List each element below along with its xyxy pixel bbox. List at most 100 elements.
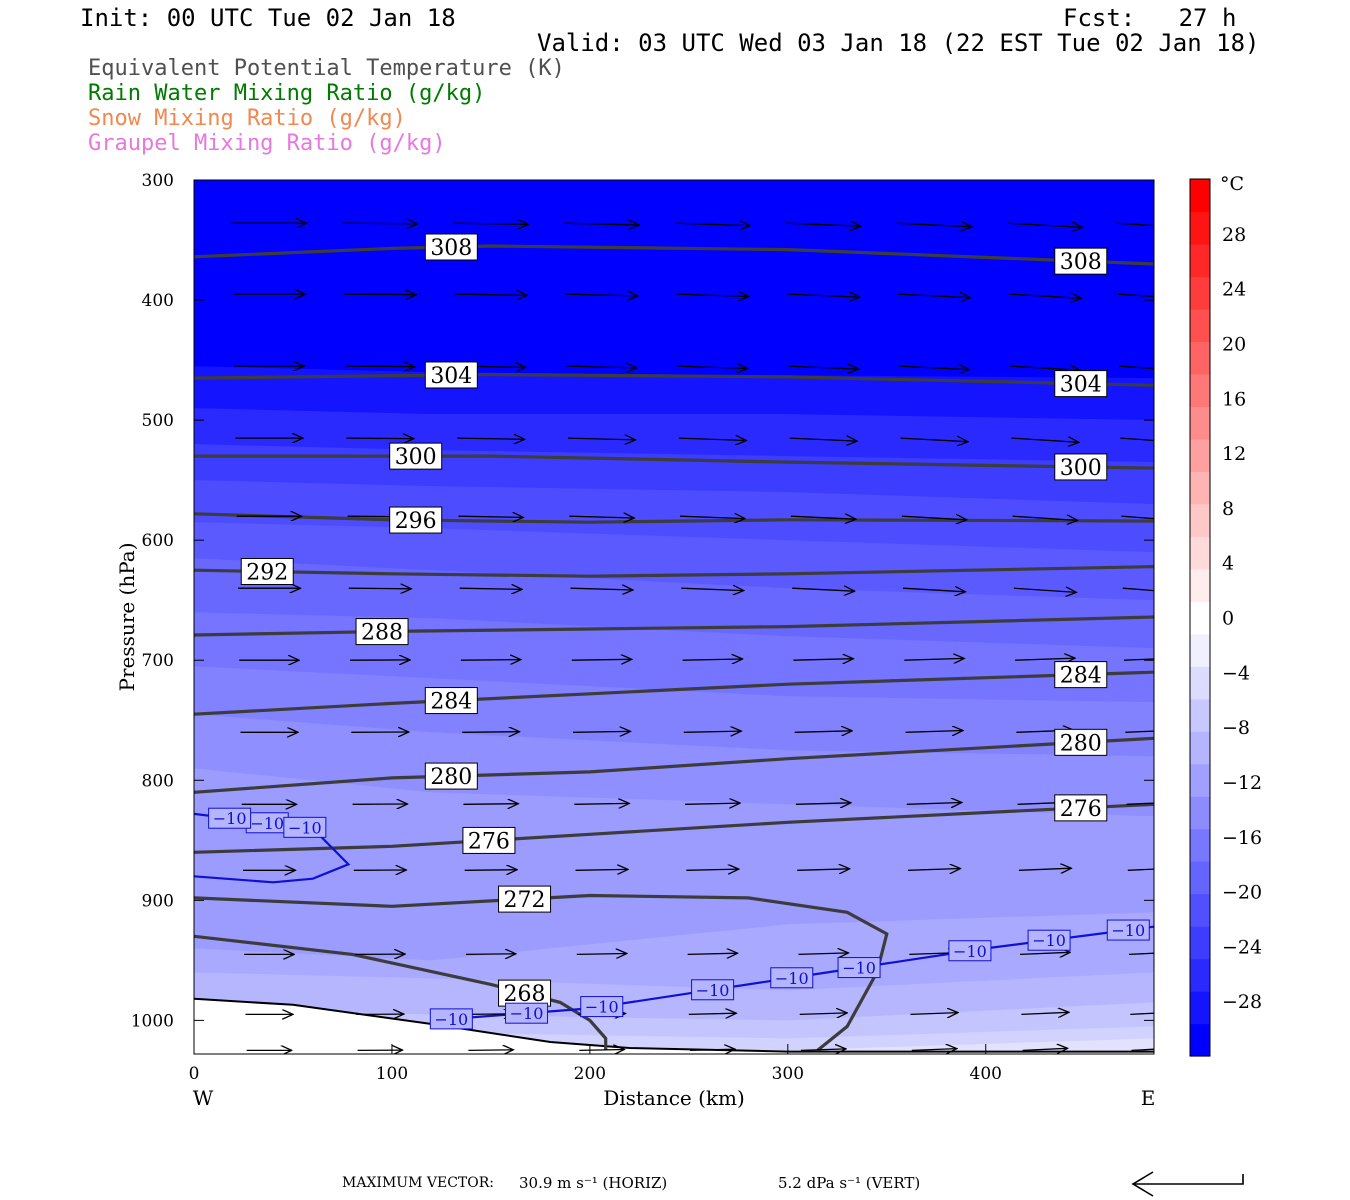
temperature-contour-label: −10 — [245, 812, 289, 834]
circulation-vector — [1010, 366, 1080, 370]
circulation-vector — [790, 516, 856, 519]
colorbar-cell — [1190, 568, 1210, 602]
legend-graupel: Graupel Mixing Ratio (g/kg) — [88, 131, 446, 156]
x-tick-label: 300 — [772, 1064, 804, 1084]
circulation-vector — [1012, 516, 1078, 520]
y-tick-label: 400 — [142, 291, 174, 311]
temperature-contour-label: −10 — [283, 816, 327, 838]
temperature-label-text: −10 — [696, 981, 730, 1000]
colorbar-cell — [1190, 958, 1210, 992]
colorbar-cell — [1190, 991, 1210, 1025]
max-vector-vert: 5.2 dPa s⁻¹ (VERT) — [778, 1174, 921, 1192]
circulation-vector — [572, 731, 631, 732]
circulation-vector — [579, 1050, 624, 1051]
theta-e-contour-label: 268 — [498, 979, 552, 1007]
theta-e-label-text: 284 — [1060, 664, 1102, 689]
temperature-contour-label: −10 — [948, 940, 992, 962]
theta-e-label-text: 288 — [361, 621, 403, 646]
theta-e-contour — [194, 372, 1154, 387]
colorbar-tick-label: −16 — [1222, 827, 1262, 849]
theta-e-contour — [194, 565, 1154, 578]
circulation-vector — [1021, 1012, 1069, 1014]
theta-e-contour-label: 276 — [462, 826, 516, 854]
circulation-vector — [1116, 222, 1154, 227]
theta-e-contour — [194, 615, 1154, 637]
y-tick-label: 500 — [142, 411, 174, 431]
colorbar-cell — [1190, 373, 1210, 407]
circulation-vector — [687, 953, 738, 954]
theta-e-label-text: 276 — [468, 829, 510, 854]
theta-e-contour — [194, 893, 889, 1052]
circulation-vector — [1127, 868, 1154, 871]
colorbar-tick-label: 16 — [1222, 388, 1246, 410]
max-vector-horiz: 30.9 m s⁻¹ (HORIZ) — [519, 1174, 668, 1192]
temperature-label-text: −10 — [1032, 931, 1066, 950]
theta-e-label-text: 276 — [1060, 797, 1102, 822]
theta-e-contour — [194, 934, 608, 1051]
colorbar-frame — [1189, 178, 1211, 1057]
colorbar-tick-label: 28 — [1222, 224, 1246, 246]
circulation-vector — [900, 438, 969, 442]
theta-e-contour — [194, 244, 1154, 266]
theta-e-contour-label: 304 — [424, 361, 478, 389]
temperature-contour-label: −10 — [837, 957, 881, 979]
temperature-label-text: −10 — [585, 998, 619, 1017]
colorbar-cell — [1190, 698, 1210, 732]
circulation-vector — [905, 731, 964, 733]
circulation-vector — [896, 223, 972, 227]
temperature-label-text: −10 — [953, 942, 987, 961]
temperature-label-text: −10 — [1111, 921, 1145, 940]
circulation-vector — [566, 366, 637, 368]
theta-e-contour-label: 308 — [424, 233, 478, 261]
circulation-vector — [904, 658, 964, 660]
circulation-vector — [571, 659, 632, 660]
circulation-vector — [690, 1049, 735, 1050]
circulation-vector — [680, 516, 745, 518]
circulation-vector — [463, 804, 518, 805]
x-tick-label: 0 — [189, 1064, 200, 1084]
theta-e-contour-label: 292 — [240, 558, 294, 586]
circulation-vector — [1022, 1048, 1068, 1050]
colorbar-cell — [1190, 308, 1210, 342]
circulation-vector — [785, 223, 861, 226]
legend-theta-e: Equivalent Potential Temperature (K) — [88, 56, 565, 81]
circulation-vector — [794, 731, 853, 733]
theta-e-contour — [194, 454, 1154, 470]
theta-e-label-text: 284 — [430, 690, 472, 715]
temperature-contour-label: −10 — [1027, 929, 1071, 951]
colorbar-unit: °C — [1220, 173, 1244, 195]
theta-e-label-text: 280 — [1060, 731, 1102, 756]
circulation-vector — [897, 294, 971, 298]
circulation-vector — [460, 660, 521, 661]
temperature-contour-label: −10 — [208, 807, 252, 829]
y-tick-label: 1000 — [131, 1011, 174, 1031]
colorbar-cell — [1190, 438, 1210, 472]
theta-e-contour — [194, 670, 1154, 716]
circulation-vector — [1126, 802, 1154, 805]
plot-frame — [193, 179, 1155, 1055]
colorbar-tick-label: −20 — [1222, 882, 1262, 904]
temperature-label-text: −10 — [842, 959, 876, 978]
y-tick-label: 800 — [142, 771, 174, 791]
colorbar-tick-label: 8 — [1222, 498, 1234, 520]
colorbar-cell — [1190, 763, 1210, 797]
colorbar-cell — [1190, 503, 1210, 537]
circulation-vector — [685, 803, 740, 804]
circulation-vector — [458, 516, 523, 517]
temperature-label-text: −10 — [213, 809, 247, 828]
legend-snow: Snow Mixing Ratio (g/kg) — [88, 106, 406, 131]
circulation-vector — [465, 954, 516, 955]
theta-e-label-text: 272 — [504, 888, 546, 913]
colorbar-cell — [1190, 341, 1210, 375]
theta-e-contour-label: 288 — [355, 618, 409, 646]
y-tick-label: 900 — [142, 891, 174, 911]
colorbar-cell — [1190, 828, 1210, 862]
colorbar-tick-label: 20 — [1222, 333, 1246, 355]
circulation-vector — [1011, 438, 1079, 442]
theta-e-label-text: 308 — [1060, 250, 1102, 275]
circulation-vector — [686, 869, 739, 870]
circulation-vector — [682, 659, 743, 660]
circulation-vector — [683, 731, 742, 732]
colorbar-tick-label: 4 — [1222, 553, 1234, 575]
circulation-vector — [799, 1013, 848, 1015]
